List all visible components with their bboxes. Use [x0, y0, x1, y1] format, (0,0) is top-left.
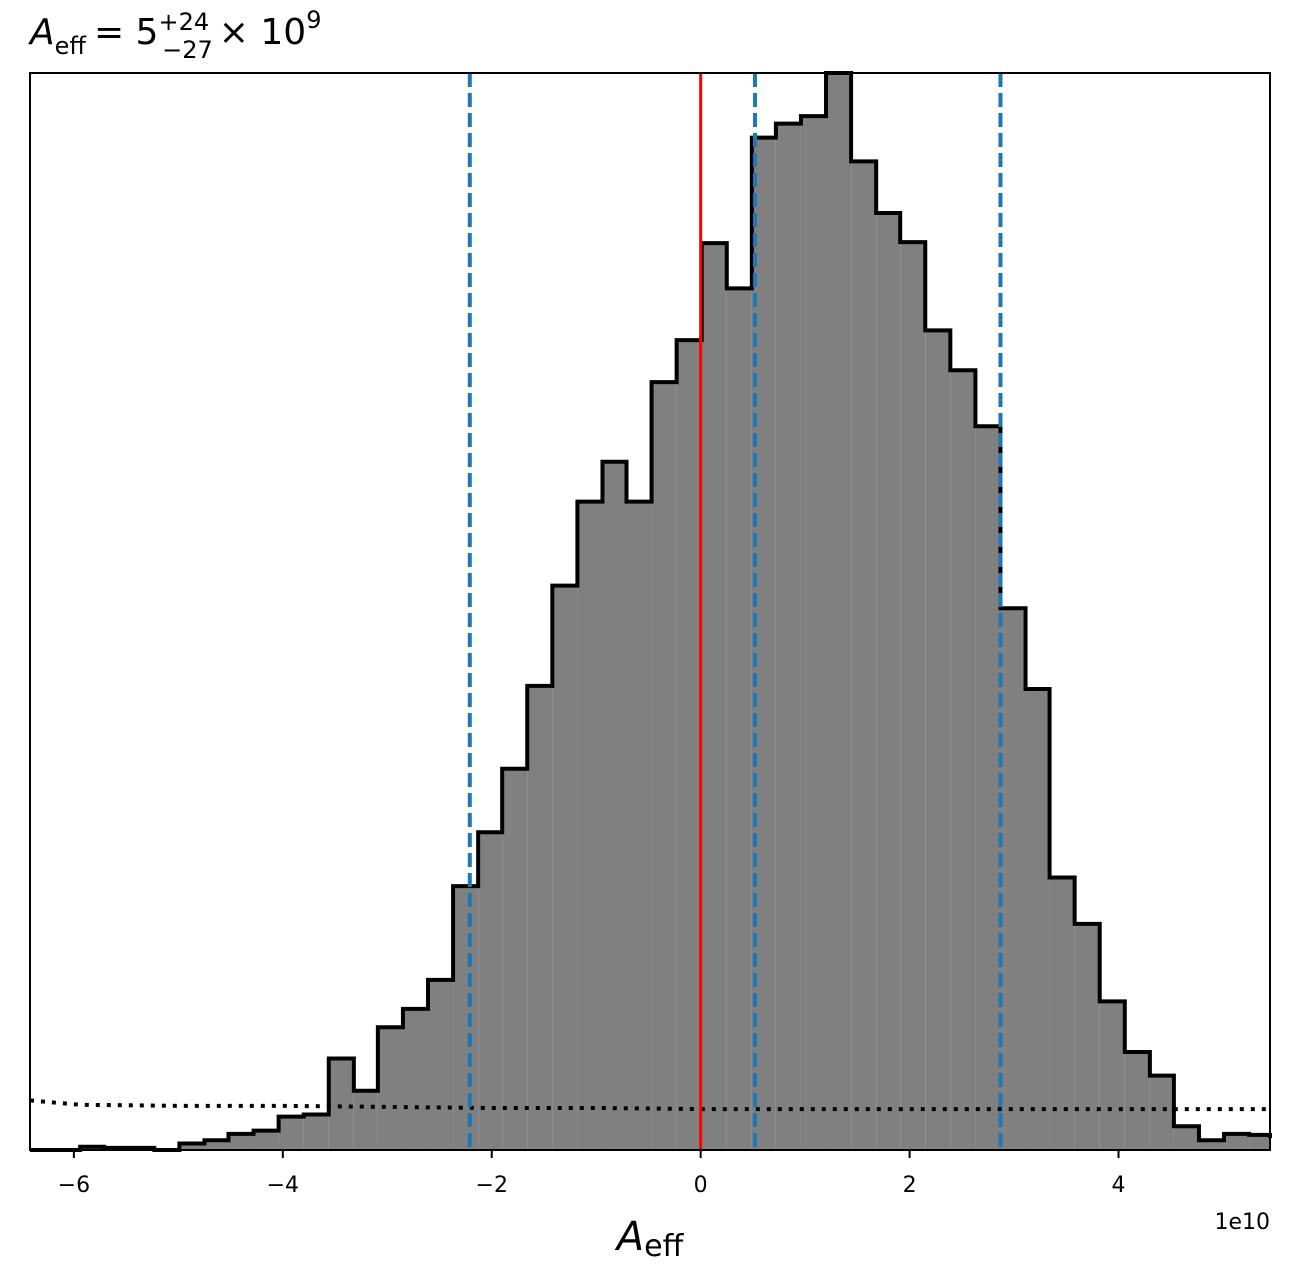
histogram-bar: [453, 886, 479, 1150]
histogram-bar: [428, 979, 454, 1150]
x-axis-label-symbol: A: [614, 1214, 644, 1260]
title-symbol: A: [28, 12, 55, 53]
histogram-bar: [1224, 1133, 1250, 1150]
x-tick-label: 0: [694, 1173, 708, 1198]
histogram-bar: [353, 1090, 378, 1150]
histogram-bar: [602, 461, 627, 1150]
histogram-bar: [1074, 923, 1100, 1150]
histogram-bar: [402, 1008, 429, 1150]
histogram-bar: [1149, 1075, 1174, 1150]
histogram-bar: [527, 685, 553, 1150]
title-equals: = 5: [94, 12, 159, 53]
title-sup: +24: [158, 8, 209, 36]
histogram-bar: [328, 1058, 354, 1150]
histogram-bar: [1249, 1134, 1270, 1150]
histogram-bar: [1099, 1001, 1125, 1150]
title-power: 9: [306, 6, 321, 34]
histogram-bar: [950, 370, 976, 1150]
histogram-bar: [826, 73, 852, 1150]
title-symbol-subscript: eff: [55, 32, 87, 60]
histogram-bar: [676, 340, 702, 1150]
histogram-bar: [1025, 689, 1050, 1150]
histogram-bar: [278, 1116, 304, 1150]
histogram-bar: [726, 288, 752, 1150]
histogram-bar: [502, 768, 528, 1150]
histogram-bar: [577, 501, 603, 1150]
histogram-bar: [1000, 608, 1026, 1150]
chart-title: Aeff = 5+24 −27 × 109: [28, 6, 321, 64]
x-tick-label: −4: [267, 1173, 299, 1198]
histogram-bar: [876, 213, 901, 1150]
histogram-bar: [377, 1027, 403, 1150]
x-axis-label: Aeff: [614, 1214, 685, 1264]
histogram-bar: [701, 243, 727, 1150]
title-times: × 10: [219, 12, 306, 53]
x-axis-label-subscript: eff: [644, 1229, 684, 1264]
x-tick-label: 4: [1112, 1173, 1126, 1198]
histogram-bar: [179, 1143, 205, 1150]
x-ticks: −6 −4 −2 0 2 4: [58, 1150, 1126, 1198]
histogram-bar: [1173, 1126, 1199, 1150]
histogram-bar: [552, 585, 578, 1150]
x-offset-label: 1e10: [1214, 1210, 1270, 1235]
x-tick-label: −2: [476, 1173, 508, 1198]
histogram-bar: [478, 832, 503, 1150]
axes-frame: [29, 72, 1271, 1151]
histogram-bar: [1049, 877, 1075, 1150]
histogram-outline: [30, 71, 1272, 1152]
histogram-bar: [253, 1130, 279, 1150]
histogram-bar: [975, 426, 1001, 1151]
histogram-bar: [303, 1114, 329, 1150]
x-tick-label: 2: [903, 1173, 917, 1198]
histogram-bar: [900, 242, 926, 1151]
histogram-bar: [925, 330, 951, 1150]
histogram-bar: [1124, 1051, 1150, 1150]
title-sub: −27: [162, 36, 213, 64]
histogram-bar: [800, 116, 827, 1151]
histogram-bar: [775, 123, 801, 1150]
histogram-bar: [228, 1133, 254, 1150]
x-tick-label: −6: [58, 1173, 90, 1198]
histogram-bar: [851, 161, 877, 1151]
plot-area: [29, 71, 1272, 1152]
histogram-bar: [1198, 1140, 1225, 1150]
histogram-bar: [626, 501, 652, 1150]
histogram-bar: [651, 382, 677, 1150]
histogram-bar: [204, 1140, 229, 1150]
